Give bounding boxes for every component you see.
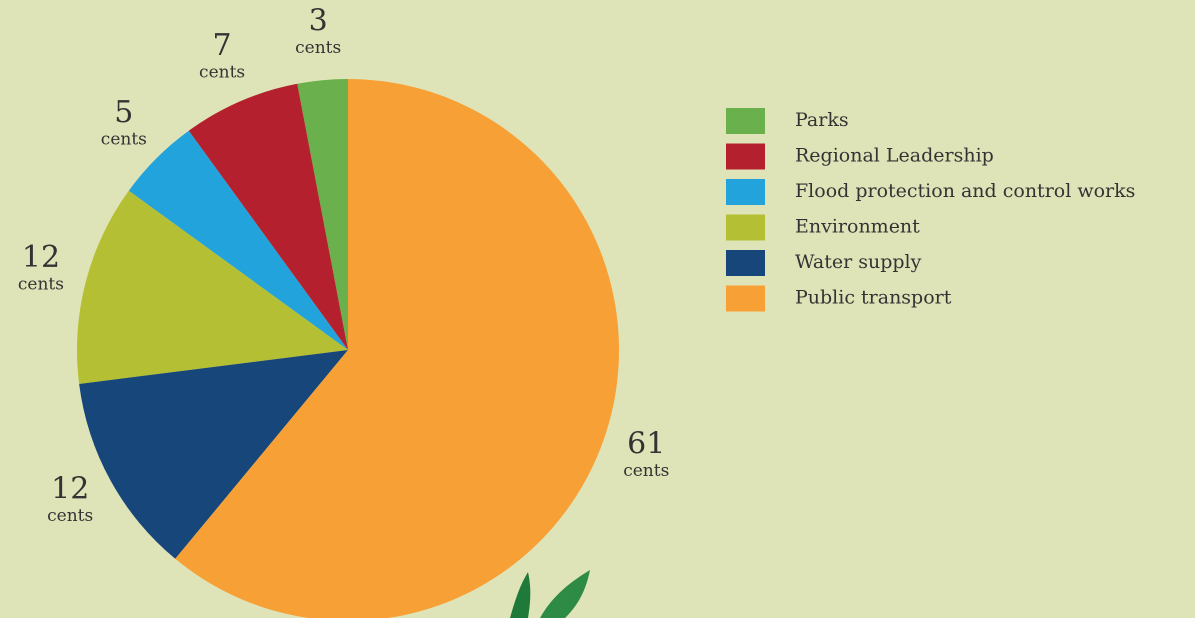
legend-swatch xyxy=(726,214,765,241)
legend-swatch xyxy=(726,285,765,312)
unit-label: cents xyxy=(623,461,669,481)
unit-label: cents xyxy=(101,129,147,149)
unit-label: cents xyxy=(199,63,245,83)
pie xyxy=(76,79,619,618)
value-label: 7 xyxy=(213,28,232,63)
pie-slice xyxy=(175,79,619,618)
legend-label: Regional Leadership xyxy=(795,145,994,167)
legend-label: Water supply xyxy=(795,251,922,273)
pie-slice xyxy=(79,350,349,559)
legend-label: Flood protection and control works xyxy=(795,180,1135,202)
leaf-decoration xyxy=(510,570,590,618)
pie-slice xyxy=(188,83,348,350)
value-label: 3 xyxy=(309,3,328,38)
value-label: 5 xyxy=(114,95,133,130)
value-label: 12 xyxy=(51,472,89,507)
unit-label: cents xyxy=(18,275,64,295)
legend-swatch xyxy=(726,108,765,134)
pie-slice xyxy=(297,79,348,350)
legend-label: Public transport xyxy=(795,287,952,309)
legend-label: Environment xyxy=(795,216,920,238)
pie-slice xyxy=(128,130,348,350)
unit-label: cents xyxy=(295,38,341,58)
pie-slice xyxy=(76,190,348,384)
value-label: 61 xyxy=(627,426,665,461)
legend: Parks Regional Leadership Flood protection… xyxy=(726,108,1135,312)
value-label: 12 xyxy=(22,240,60,275)
legend-swatch xyxy=(726,250,765,276)
legend-label: Parks xyxy=(795,109,849,131)
unit-label: cents xyxy=(47,506,93,526)
legend-swatch xyxy=(726,143,765,170)
legend-swatch xyxy=(726,179,765,205)
